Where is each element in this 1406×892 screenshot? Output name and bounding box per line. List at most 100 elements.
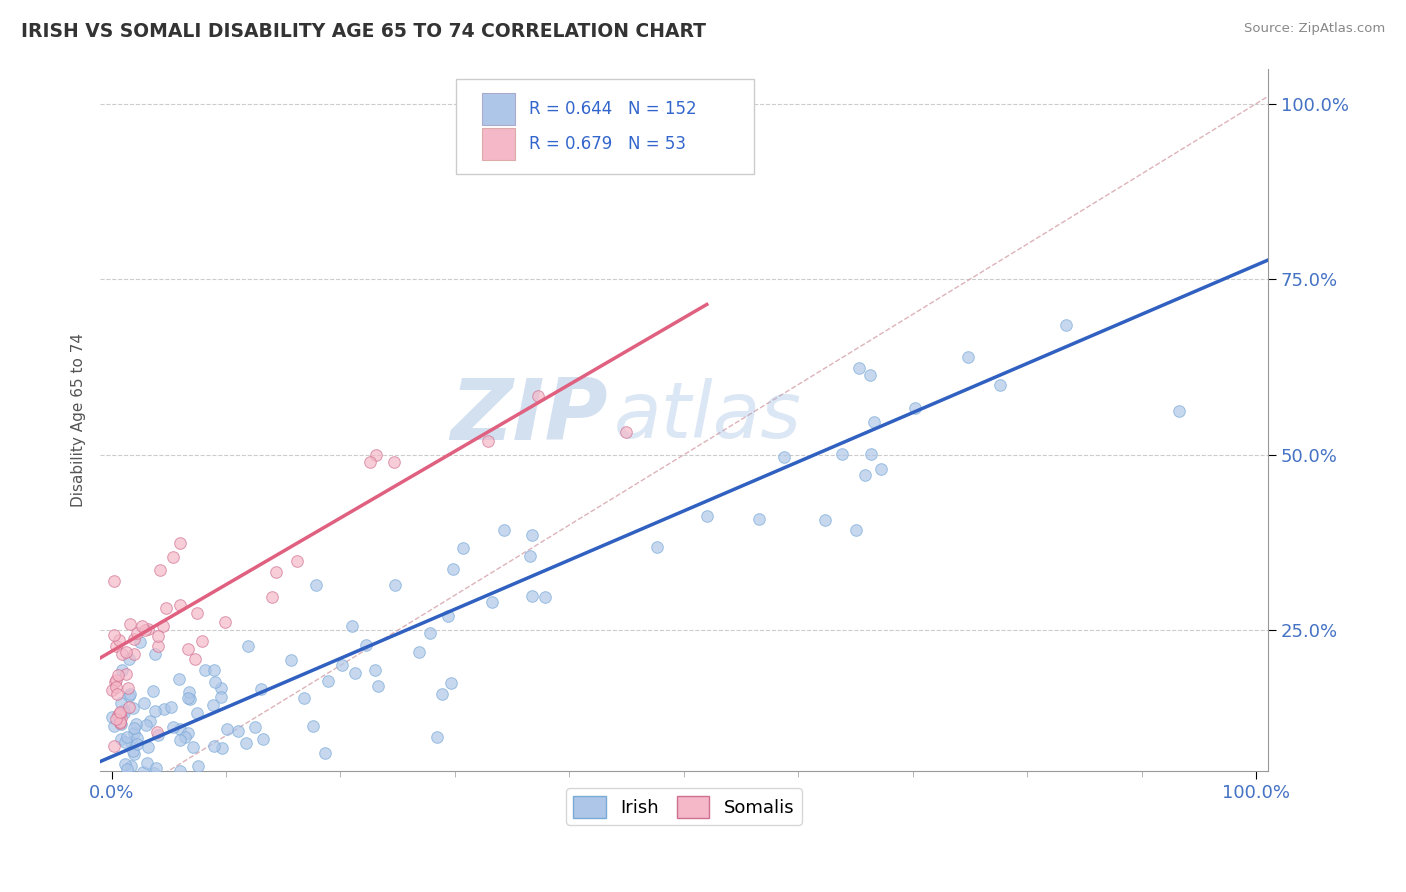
Point (104, 785, 127, 799)
Point (111, 663, 134, 677)
Point (145, 704, 167, 718)
Point (121, 785, 143, 799)
Point (146, 725, 169, 739)
Point (120, 785, 142, 799)
Point (110, 696, 132, 710)
Point (1168, 404, 1191, 418)
Point (773, 450, 796, 465)
Point (118, 700, 141, 714)
Point (426, 731, 449, 745)
Point (191, 634, 214, 648)
Point (107, 785, 129, 799)
Point (141, 785, 163, 799)
Point (122, 721, 145, 735)
Point (138, 785, 160, 799)
Point (141, 775, 163, 789)
Point (142, 684, 165, 698)
Point (477, 434, 499, 448)
Point (215, 722, 238, 736)
Point (114, 785, 136, 799)
Point (128, 785, 150, 799)
Point (143, 647, 166, 661)
Point (162, 720, 184, 734)
Legend: Irish, Somalis: Irish, Somalis (567, 789, 801, 825)
Point (155, 600, 177, 615)
FancyBboxPatch shape (456, 79, 754, 174)
Point (121, 759, 143, 773)
Point (117, 785, 139, 799)
Point (408, 644, 430, 658)
Point (534, 591, 557, 605)
Point (110, 705, 132, 719)
Point (107, 668, 129, 682)
Point (110, 717, 132, 731)
Point (231, 785, 253, 799)
Point (696, 509, 718, 524)
Point (366, 679, 388, 693)
Text: atlas: atlas (614, 378, 801, 454)
Point (152, 702, 174, 716)
Point (614, 425, 637, 439)
Point (419, 625, 441, 640)
Point (148, 563, 170, 577)
Point (184, 652, 207, 666)
Point (441, 562, 464, 576)
FancyBboxPatch shape (482, 128, 515, 160)
Point (814, 513, 837, 527)
Point (177, 685, 200, 699)
Point (831, 447, 853, 461)
Point (314, 747, 336, 761)
Point (848, 360, 870, 375)
Point (114, 757, 136, 772)
Point (104, 639, 127, 653)
Point (845, 523, 868, 537)
Point (209, 785, 232, 799)
Point (305, 578, 328, 592)
Point (131, 618, 153, 632)
Point (110, 785, 132, 799)
Point (107, 632, 129, 647)
Point (179, 692, 201, 706)
Point (122, 647, 145, 661)
Point (111, 785, 134, 799)
Point (146, 640, 169, 654)
Point (125, 738, 148, 752)
Point (136, 756, 159, 770)
Point (169, 733, 191, 747)
Point (287, 554, 309, 568)
Point (1054, 318, 1077, 332)
Point (125, 717, 148, 731)
Point (354, 639, 377, 653)
Point (204, 675, 226, 690)
Point (103, 627, 125, 641)
Point (187, 758, 209, 772)
Point (432, 688, 454, 702)
Point (299, 782, 322, 797)
Point (150, 785, 173, 799)
Text: ZIP: ZIP (450, 375, 607, 458)
Point (110, 706, 132, 720)
Point (519, 549, 541, 563)
Point (136, 785, 159, 799)
Point (252, 731, 274, 746)
Point (108, 715, 131, 730)
Point (138, 739, 160, 754)
Point (492, 523, 515, 537)
Text: R = 0.679   N = 53: R = 0.679 N = 53 (529, 135, 686, 153)
Point (104, 785, 127, 799)
Point (957, 350, 980, 364)
Point (152, 619, 174, 633)
Point (364, 663, 387, 677)
Point (103, 719, 125, 733)
Point (748, 512, 770, 526)
Point (125, 785, 148, 799)
Point (280, 653, 302, 667)
Point (120, 785, 142, 799)
Point (143, 785, 166, 799)
Point (105, 785, 128, 799)
Point (862, 415, 884, 429)
Point (209, 681, 232, 695)
Point (111, 785, 134, 799)
Point (169, 672, 191, 686)
Point (118, 689, 141, 703)
